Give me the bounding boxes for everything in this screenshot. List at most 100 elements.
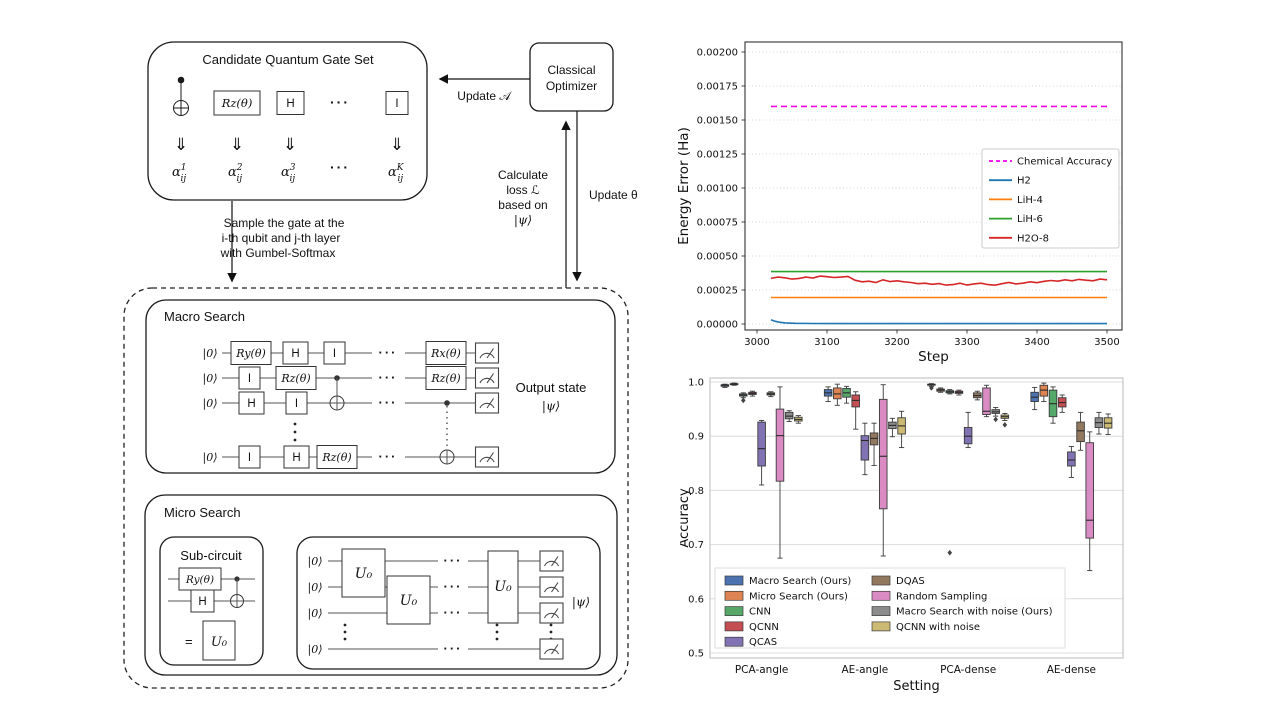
outlier-marker	[1002, 422, 1008, 428]
legend-swatch	[724, 606, 744, 616]
energy-error-chart: 0.00000 0.00025 0.00050 0.00075 0.00100 0.001…	[676, 41, 1123, 365]
candidate-gate-set-title: Candidate Quantum Gate Set	[202, 52, 374, 67]
ket-zero: |0⟩	[203, 372, 218, 386]
sample-label-2: i-th qubit and j-th layer	[222, 231, 341, 245]
sub-circuit: Ry(θ) H = U₀	[168, 567, 255, 661]
gate-label: H	[198, 596, 206, 608]
cnot-gate-icon	[173, 76, 189, 116]
output-psi-label: |ψ⟩	[542, 399, 560, 413]
ellipsis-icon: ···	[379, 395, 398, 410]
legend-swatch	[724, 575, 744, 586]
y-axis-label: Accuracy	[680, 488, 692, 548]
x-axis-label: Step	[918, 349, 949, 365]
sample-label-3: with Gumbel-Softmax	[220, 246, 336, 260]
y-tick-label: 0.7	[688, 540, 704, 551]
gate-label: I	[295, 398, 298, 410]
legend-label: Macro Search (Ours)	[749, 576, 851, 587]
optimizer-label-2: Optimizer	[546, 79, 597, 93]
alpha-1-label: α1 ij	[172, 163, 187, 184]
alpha-3-label: α3 ij	[281, 163, 296, 184]
legend-label: QCAS	[749, 637, 777, 648]
ellipsis-icon: ···	[444, 579, 463, 594]
outlier-marker	[993, 416, 998, 423]
alpha-2-label: α2 ij	[228, 163, 243, 184]
y-tick-label: 0.5	[688, 649, 704, 660]
legend-label: H2	[1017, 176, 1031, 187]
gate-label: H	[247, 398, 255, 410]
y-tick-label: 0.00050	[697, 252, 738, 263]
u0-block-label: U₀	[355, 566, 373, 582]
accuracy-boxplot: 1.0 0.9 0.8 0.7 0.6 0.5 PCA-angle AE-angle PCA-d…	[680, 377, 1124, 694]
ket-zero: |0⟩	[203, 397, 218, 411]
x-tick-label: AE-dense	[1047, 664, 1096, 676]
outlier-marker	[929, 385, 934, 391]
y-tick-label: 0.6	[688, 594, 704, 605]
measurement-icon	[474, 342, 500, 364]
ellipsis-icon: ···	[379, 345, 398, 360]
y-tick-label: 0.00150	[697, 116, 738, 127]
ellipsis-icon: ···	[379, 370, 398, 385]
legend-label: LiH-6	[1017, 214, 1043, 225]
micro-search-title: Micro Search	[164, 505, 241, 520]
x-tick-label: PCA-dense	[940, 664, 996, 676]
down-double-arrow-icon: ⇓	[390, 135, 404, 154]
macro-search-box	[145, 299, 616, 474]
update-theta-label: Update θ	[589, 188, 638, 202]
ket-zero: |0⟩	[308, 643, 323, 657]
gate-label: Rz(θ)	[430, 372, 460, 385]
x-tick-label: 3000	[744, 337, 769, 348]
x-tick-label: PCA-angle	[735, 664, 789, 676]
series-line-h2	[770, 319, 1107, 325]
box	[1076, 421, 1085, 443]
x-axis-label: Setting	[893, 679, 940, 694]
classical-optimizer-box	[529, 42, 614, 112]
gate-label: I	[248, 373, 251, 385]
x-tick-label: 3400	[1024, 337, 1049, 348]
legend-label: DQAS	[896, 576, 925, 587]
legend-label: Macro Search with noise (Ours)	[896, 607, 1053, 618]
ket-zero: |0⟩	[308, 581, 323, 595]
equals-sign: =	[185, 634, 193, 649]
legend-label: LiH-4	[1017, 195, 1043, 206]
outlier-marker	[947, 549, 953, 556]
legend-swatch	[871, 621, 891, 632]
y-tick-label: 0.9	[688, 432, 704, 443]
sub-circuit-title: Sub-circuit	[180, 548, 242, 563]
y-tick-label: 0.00100	[697, 184, 738, 195]
y-tick-label: 0.00125	[697, 150, 738, 161]
x-tick-label: 3300	[954, 337, 979, 348]
x-tick-label: AE-angle	[842, 664, 889, 676]
cnot-control	[444, 400, 450, 406]
ket-zero: |0⟩	[308, 555, 323, 569]
micro-psi-label: |ψ⟩	[572, 595, 590, 609]
gate-label: H	[291, 348, 299, 360]
measurement-icon	[539, 638, 564, 660]
gate-label: I	[333, 348, 336, 360]
box	[982, 387, 991, 415]
down-double-arrow-icon: ⇓	[230, 135, 244, 154]
macro-search-title: Macro Search	[164, 309, 245, 324]
x-tick-label: 3500	[1094, 337, 1119, 348]
ket-zero: |0⟩	[203, 347, 218, 361]
search-space-dashed-box	[123, 287, 629, 689]
gate-label: Rz(θ)	[321, 451, 351, 464]
box	[1085, 442, 1094, 539]
qas-flow-diagram: Candidate Quantum Gate Set Rz(θ) H ··· I…	[123, 41, 638, 689]
x-tick-label: 3200	[884, 337, 909, 348]
output-state-label: Output state	[516, 380, 587, 395]
sub-circuit-box	[159, 536, 264, 666]
gate-label: I	[248, 452, 251, 464]
legend-label: CNN	[749, 607, 771, 618]
gate-label: Ry(θ)	[235, 347, 266, 360]
h-gate-label: H	[286, 98, 294, 110]
legend-label: Micro Search (Ours)	[749, 591, 848, 602]
gate-label: Ry(θ)	[185, 574, 214, 586]
down-double-arrow-icon: ⇓	[174, 135, 188, 154]
y-tick-label: 0.00200	[697, 48, 738, 59]
plot-frame	[709, 377, 1124, 659]
loss-label-psi: |ψ⟩	[514, 213, 532, 227]
y-tick-label: 0.00000	[697, 320, 738, 331]
measurement-icon	[474, 367, 500, 389]
box	[775, 408, 785, 482]
box	[757, 421, 766, 467]
